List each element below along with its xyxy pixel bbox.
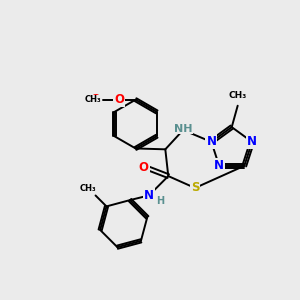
Text: CH₃: CH₃ — [229, 91, 247, 100]
Text: CH₃: CH₃ — [84, 95, 101, 104]
Text: H: H — [156, 196, 164, 206]
Text: S: S — [191, 182, 199, 194]
Text: N: N — [247, 135, 257, 148]
Text: NH: NH — [174, 124, 192, 134]
Text: O: O — [91, 93, 100, 106]
Text: N: N — [214, 159, 224, 172]
Text: N: N — [144, 189, 154, 202]
Text: N: N — [206, 135, 216, 148]
Text: O: O — [114, 93, 124, 106]
Text: CH₃: CH₃ — [80, 184, 97, 193]
Text: O: O — [139, 161, 148, 174]
